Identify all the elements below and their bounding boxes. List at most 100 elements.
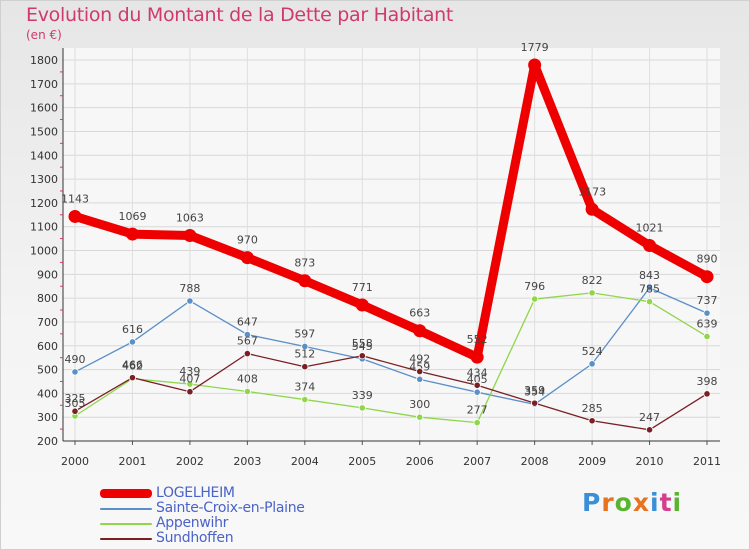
x-tick-label: 2008 bbox=[521, 455, 549, 468]
data-label: 647 bbox=[237, 316, 258, 329]
data-label: 771 bbox=[352, 281, 373, 294]
data-label: 354 bbox=[524, 385, 545, 398]
data-point bbox=[183, 228, 197, 242]
y-tick-label: 600 bbox=[37, 340, 58, 353]
data-point bbox=[186, 388, 194, 396]
plot-area bbox=[63, 48, 720, 441]
data-label: 616 bbox=[122, 323, 143, 336]
data-point bbox=[301, 342, 309, 351]
y-tick-label: 1400 bbox=[30, 149, 58, 162]
data-label: 558 bbox=[352, 337, 373, 350]
y-tick-label: 800 bbox=[37, 292, 58, 305]
y-tick-label: 400 bbox=[37, 387, 58, 400]
y-tick-label: 300 bbox=[37, 411, 58, 424]
data-label: 597 bbox=[294, 327, 315, 340]
data-label: 1021 bbox=[636, 221, 664, 234]
data-label: 300 bbox=[409, 398, 430, 411]
data-point bbox=[186, 380, 194, 388]
data-label: 398 bbox=[697, 375, 718, 388]
y-tick-label: 700 bbox=[37, 316, 58, 329]
data-label: 545 bbox=[352, 340, 373, 353]
data-point bbox=[243, 330, 251, 339]
data-label: 462 bbox=[122, 360, 143, 373]
y-tick-label: 1600 bbox=[30, 102, 58, 115]
data-label: 524 bbox=[582, 345, 603, 358]
data-label: 890 bbox=[697, 253, 718, 266]
logo-letter: P bbox=[582, 488, 602, 517]
y-tick-label: 1700 bbox=[30, 78, 58, 91]
data-label: 663 bbox=[409, 307, 430, 320]
data-point bbox=[68, 209, 82, 223]
legend-swatch bbox=[100, 489, 152, 498]
data-label: 408 bbox=[237, 372, 258, 385]
x-tick-label: 2001 bbox=[118, 455, 146, 468]
data-point bbox=[358, 352, 366, 360]
y-tick-label: 1200 bbox=[30, 197, 58, 210]
data-label: 788 bbox=[179, 282, 200, 295]
data-point bbox=[588, 289, 596, 297]
x-tick-label: 2009 bbox=[578, 455, 606, 468]
data-point bbox=[71, 407, 79, 415]
data-point bbox=[473, 419, 481, 427]
data-point bbox=[473, 381, 481, 389]
data-label: 305 bbox=[65, 397, 86, 410]
data-point bbox=[473, 388, 481, 396]
data-point bbox=[298, 274, 312, 288]
data-point bbox=[125, 227, 139, 241]
data-point bbox=[243, 350, 251, 358]
data-point bbox=[470, 350, 484, 364]
data-label: 466 bbox=[122, 359, 143, 372]
logo-letter: i bbox=[650, 488, 660, 517]
data-label: 374 bbox=[294, 381, 315, 394]
x-tick-label: 2007 bbox=[463, 455, 491, 468]
data-label: 796 bbox=[524, 280, 545, 293]
data-label: 1063 bbox=[176, 211, 204, 224]
x-tick-label: 2000 bbox=[61, 455, 89, 468]
legend-label: Sundhoffen bbox=[156, 530, 234, 546]
logo-letter: o bbox=[614, 488, 633, 517]
data-point bbox=[585, 202, 599, 216]
legend-label: LOGELHEIM bbox=[156, 485, 235, 501]
data-point bbox=[416, 413, 424, 421]
y-tick-label: 1800 bbox=[30, 54, 58, 67]
data-label: 277 bbox=[467, 404, 488, 417]
data-label: 490 bbox=[65, 353, 86, 366]
series-line-appenwihr bbox=[74, 292, 708, 424]
data-label: 970 bbox=[237, 234, 258, 247]
data-point bbox=[645, 298, 654, 306]
y-tick-label: 1100 bbox=[30, 221, 58, 234]
y-tick-label: 900 bbox=[37, 268, 58, 281]
data-point bbox=[301, 363, 309, 371]
data-label: 737 bbox=[697, 294, 718, 307]
proxiti-logo: Proxiti bbox=[582, 488, 682, 517]
data-point bbox=[301, 395, 309, 404]
data-point bbox=[128, 338, 137, 346]
x-tick-label: 2011 bbox=[693, 455, 721, 468]
data-label: 339 bbox=[352, 389, 373, 402]
data-label: 439 bbox=[179, 365, 200, 378]
chart-subtitle: (en €) bbox=[26, 28, 62, 42]
x-tick-label: 2004 bbox=[291, 455, 319, 468]
x-tick-label: 2002 bbox=[176, 455, 204, 468]
data-point bbox=[240, 251, 254, 265]
data-label: 492 bbox=[409, 352, 430, 365]
data-label: 512 bbox=[294, 348, 315, 361]
series-line-sainte-croix-en-plaine bbox=[74, 287, 708, 405]
y-tick-label: 1300 bbox=[30, 173, 58, 186]
data-label: 1069 bbox=[118, 210, 146, 223]
y-tick-label: 200 bbox=[37, 435, 58, 448]
data-point bbox=[243, 387, 251, 396]
data-label: 843 bbox=[639, 269, 660, 282]
data-label: 407 bbox=[179, 373, 200, 386]
data-point bbox=[645, 284, 654, 292]
x-tick-label: 2005 bbox=[348, 455, 376, 468]
data-point bbox=[531, 399, 539, 407]
x-tick-label: 2006 bbox=[406, 455, 434, 468]
data-point bbox=[186, 297, 194, 305]
data-point bbox=[703, 309, 711, 317]
series-line-logelheim bbox=[70, 60, 712, 362]
data-point bbox=[588, 360, 596, 368]
data-point bbox=[588, 417, 596, 425]
data-point bbox=[703, 332, 711, 341]
data-label: 325 bbox=[65, 392, 86, 405]
